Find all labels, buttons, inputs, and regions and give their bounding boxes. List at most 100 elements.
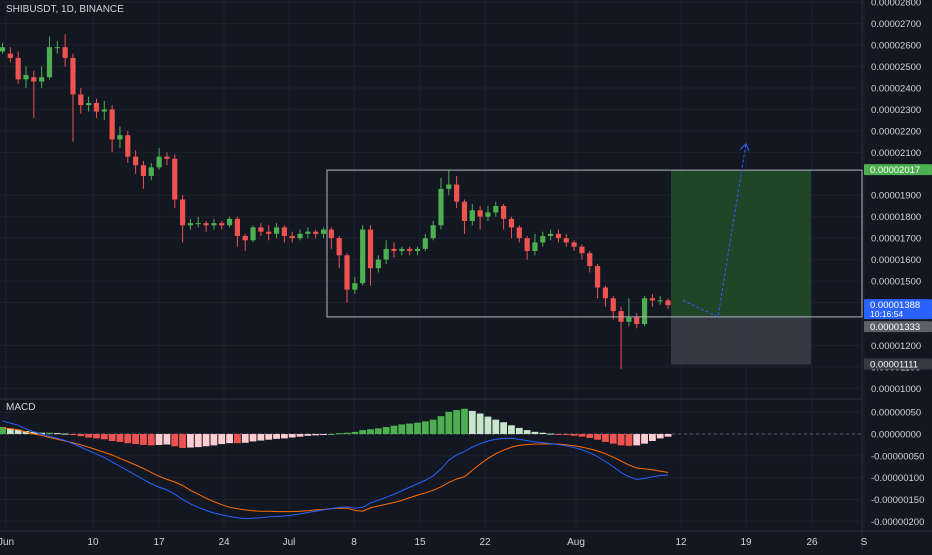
macd-histogram-bar <box>421 421 429 435</box>
macd-line <box>2 420 669 520</box>
macd-histogram-bar <box>664 434 672 437</box>
candle-body <box>665 300 671 306</box>
candle-body <box>62 47 68 58</box>
candle-body <box>281 227 287 237</box>
macd-histogram-bar <box>93 434 100 439</box>
macd-histogram-bar <box>108 434 116 442</box>
macd-histogram-bar <box>390 425 398 435</box>
macd-histogram-bar <box>367 429 374 435</box>
candle-body <box>39 77 45 82</box>
candle-body <box>367 229 374 269</box>
x-tick-label: 22 <box>479 537 491 548</box>
macd-histogram-bar <box>14 429 22 435</box>
macd-histogram-bar <box>547 433 554 435</box>
macd-histogram-bar <box>0 427 6 435</box>
y-tick-label: 0.00001800 <box>871 212 921 223</box>
candle-body <box>563 238 569 243</box>
x-tick-label: S <box>861 537 868 548</box>
macd-histogram-bar <box>484 416 492 435</box>
macd-histogram-bar <box>171 434 179 447</box>
x-tick-label: 17 <box>153 537 165 548</box>
candle-body <box>446 184 452 189</box>
candle-body <box>485 212 491 217</box>
macd-histogram-bar <box>30 431 38 435</box>
candle-body <box>516 227 522 239</box>
candle-body <box>587 253 593 267</box>
candle-body <box>501 205 507 219</box>
candle-body <box>172 158 178 200</box>
x-tick-label: Jul <box>283 537 296 548</box>
x-tick-label: 15 <box>414 537 426 548</box>
projection-arrowhead <box>739 142 750 151</box>
price-label-bg <box>864 164 932 176</box>
macd-histogram-bar <box>194 434 202 448</box>
price-label: 0.00001333 <box>864 321 932 333</box>
price-label-bg <box>864 321 932 333</box>
candle-body <box>383 248 389 260</box>
macd-histogram-bar <box>374 428 382 435</box>
macd-histogram-bar <box>265 434 273 440</box>
candle-body <box>594 266 601 288</box>
macd-histogram-bar <box>296 434 304 437</box>
macd-histogram-bar <box>22 430 30 435</box>
macd-histogram-bar <box>147 434 155 446</box>
macd-histogram-bar <box>179 434 186 448</box>
macd-histogram-bar <box>586 434 594 438</box>
macd-histogram-bar <box>515 427 523 435</box>
candle-body <box>7 53 13 58</box>
candle-body <box>31 77 37 82</box>
macd-histogram-bar <box>210 434 218 446</box>
candle-body <box>101 109 107 112</box>
macd-histogram-bar <box>46 432 53 435</box>
macd-tick-label: -0.00000200 <box>871 517 924 528</box>
macd-histogram-bar <box>100 434 108 440</box>
candle-body <box>328 229 334 239</box>
macd-histogram-bar <box>124 434 132 444</box>
macd-histogram-bar <box>437 416 445 435</box>
candle-body <box>164 156 170 159</box>
candle-body <box>571 242 577 247</box>
candle-body <box>422 238 428 249</box>
candle-body <box>234 218 240 237</box>
candle-body <box>407 248 413 252</box>
candle-body <box>524 238 530 252</box>
position-zones <box>671 170 811 365</box>
macd-histogram-bar <box>617 434 625 446</box>
x-tick-label: Aug <box>567 537 585 548</box>
macd-histogram-bar <box>468 410 476 435</box>
macd-histogram-bar <box>476 413 484 435</box>
price-label-note: 10:16:54 <box>870 309 903 319</box>
macd-histogram-bar <box>288 434 296 438</box>
y-tick-label: 0.00001900 <box>871 191 921 202</box>
macd-histogram-bar <box>61 433 69 435</box>
price-label-value: 0.00002017 <box>870 165 920 176</box>
candle-body <box>649 298 655 301</box>
candle-body <box>156 156 162 168</box>
candle-body <box>258 227 264 232</box>
macd-histogram-bar <box>555 434 562 436</box>
macd-histogram-bar <box>132 434 140 445</box>
macd-histogram-bar <box>656 434 664 439</box>
candle-body <box>289 236 295 239</box>
price-label-value: 0.00001333 <box>870 322 920 333</box>
macd-histogram-bar <box>38 432 46 435</box>
x-tick-label: 19 <box>740 537 752 548</box>
x-tick-label: 12 <box>675 537 687 548</box>
candle-body <box>187 223 194 226</box>
candle-body <box>336 238 342 256</box>
y-tick-label: 0.00002500 <box>871 62 921 73</box>
candle-body <box>203 223 209 226</box>
macd-histogram-bar <box>351 431 359 435</box>
y-tick-label: 0.00001000 <box>871 384 921 395</box>
macd-histogram-bar <box>461 408 468 435</box>
candle-body <box>493 205 499 213</box>
macd-histogram-bar <box>226 434 233 444</box>
candle-body <box>414 248 421 252</box>
macd-histogram-bar <box>359 430 367 435</box>
candle-body <box>579 246 585 254</box>
macd-histogram-bar <box>241 434 249 443</box>
